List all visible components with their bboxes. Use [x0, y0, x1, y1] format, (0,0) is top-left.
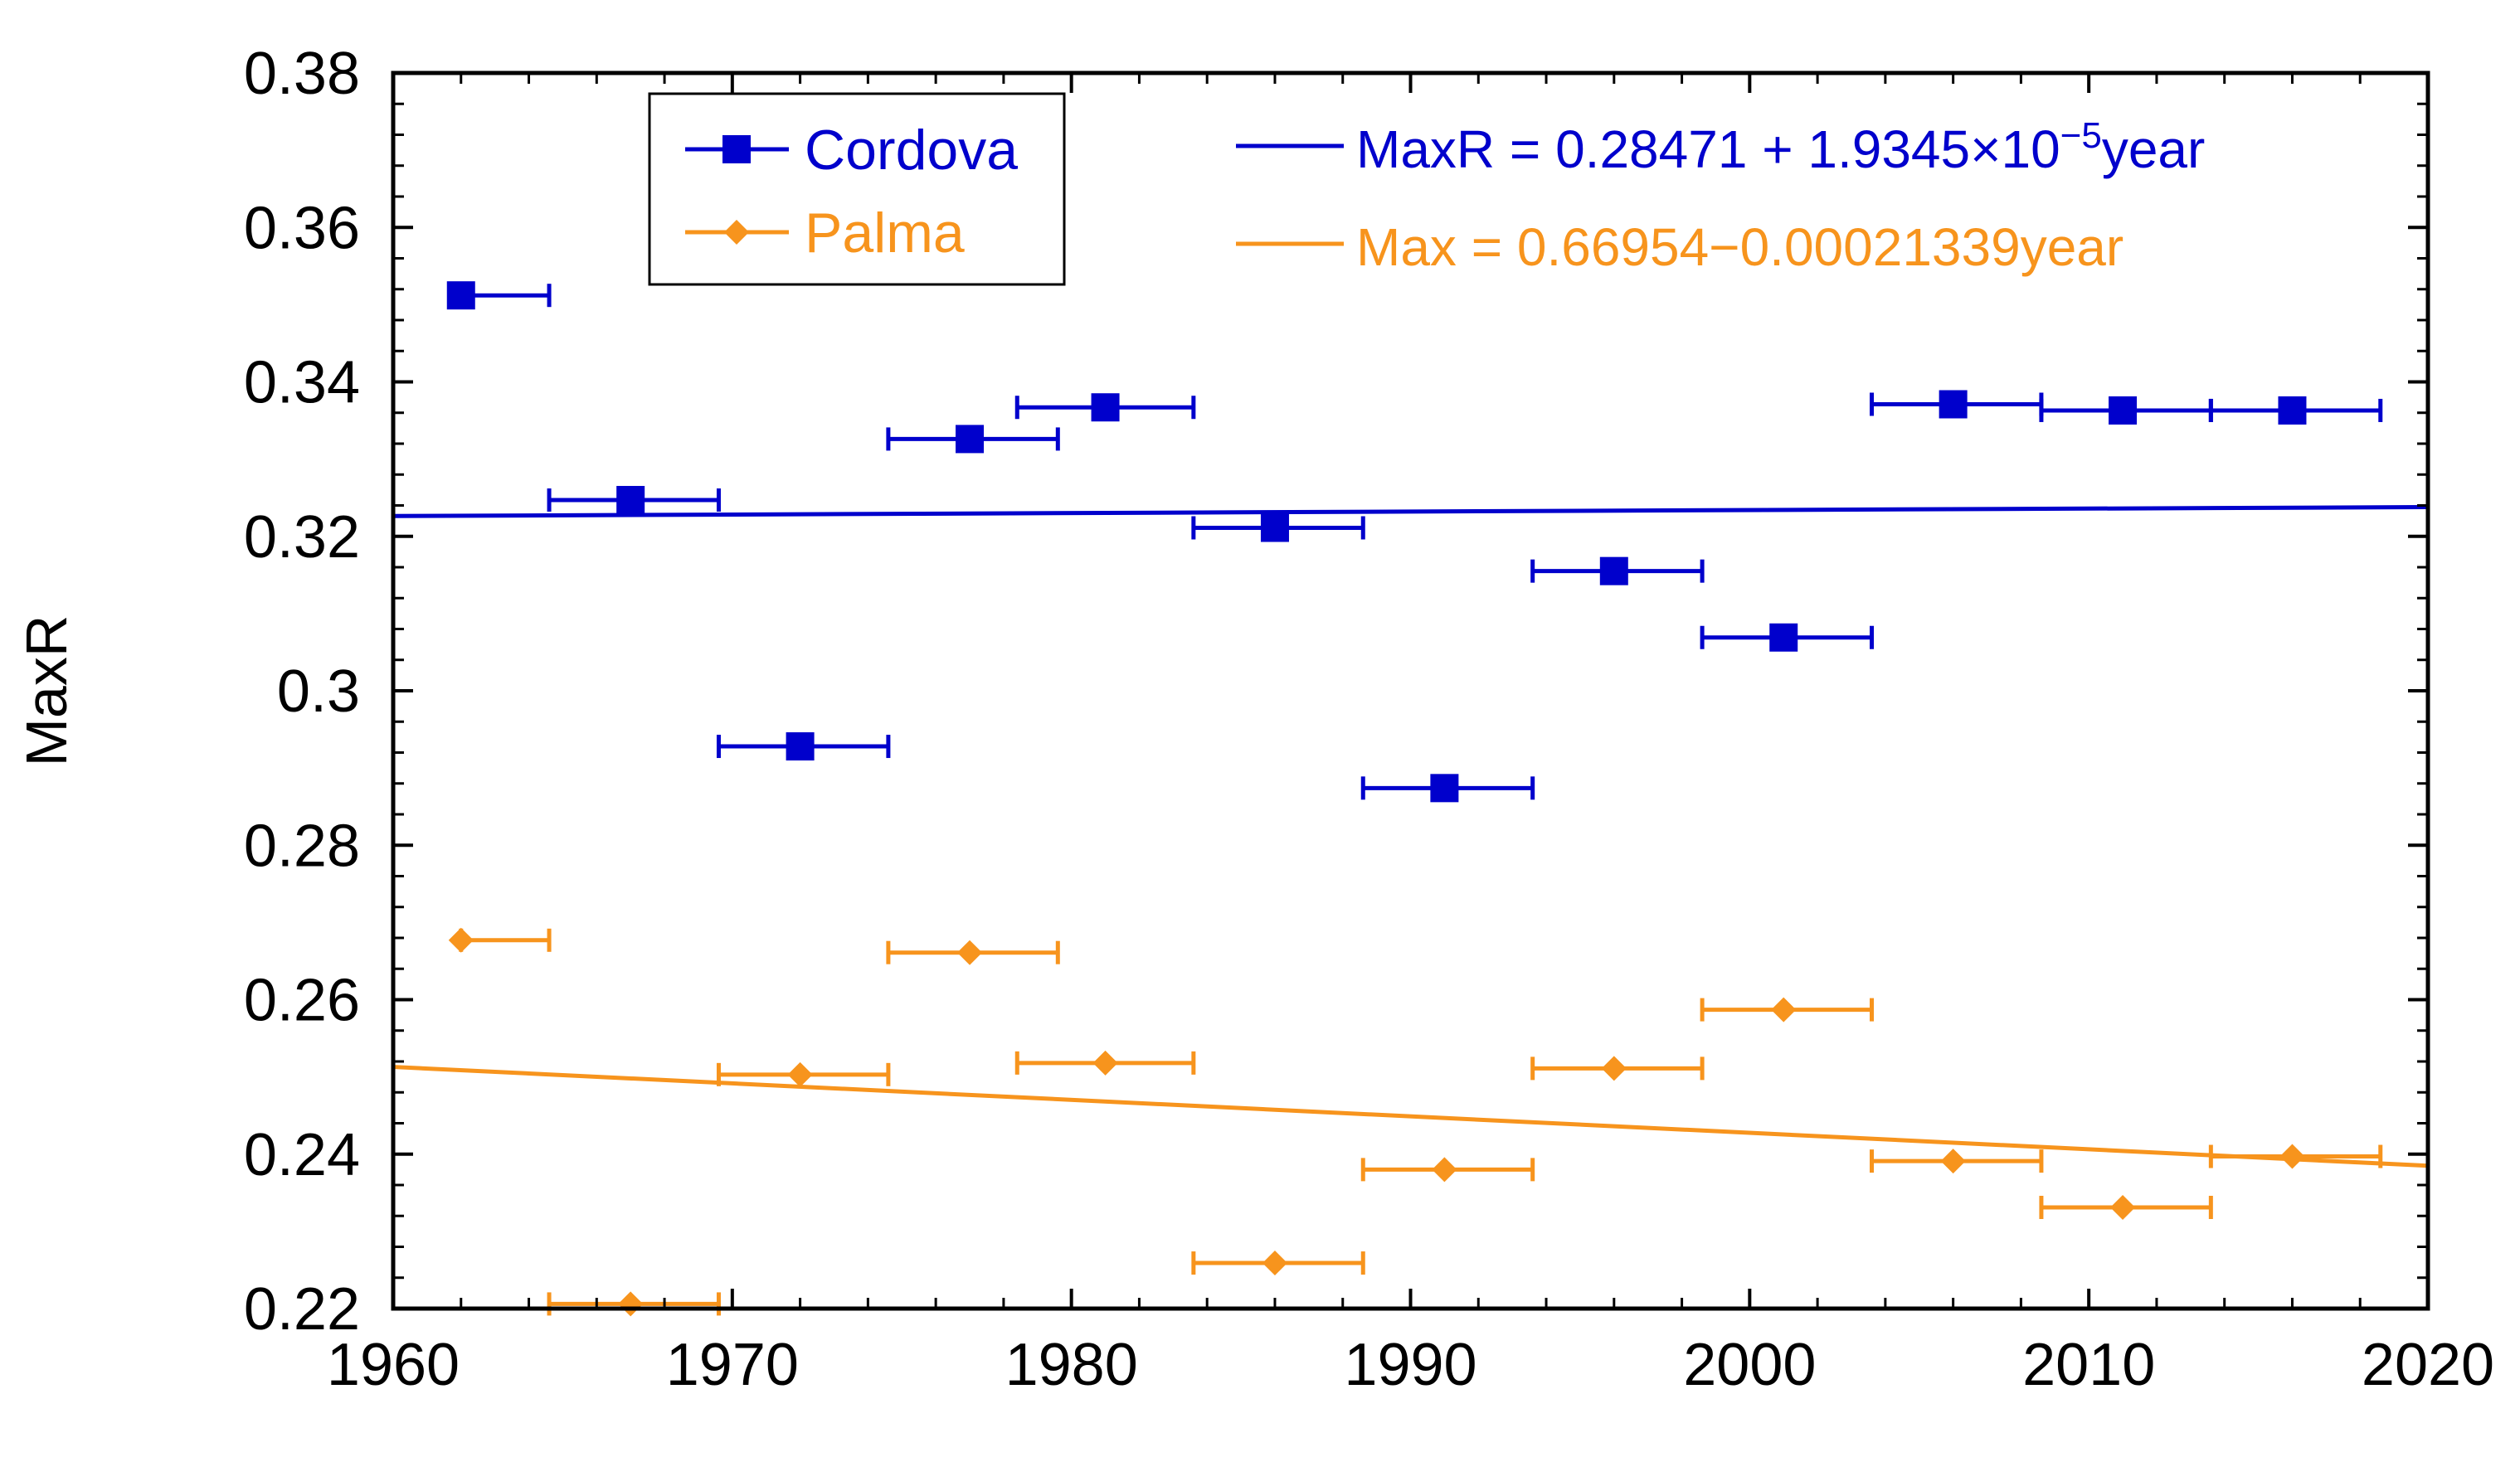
fit-lines — [392, 504, 2429, 1168]
data-point-palma — [618, 1291, 644, 1317]
data-point-cordova — [1939, 390, 1968, 419]
y-tick-label: 0.38 — [244, 41, 360, 107]
error-bars — [459, 284, 2383, 1316]
data-markers — [446, 281, 2307, 1317]
data-point-palma — [957, 940, 983, 965]
y-tick-label: 0.3 — [277, 658, 360, 725]
legend: Cordova Palma — [648, 92, 1066, 286]
data-point-palma — [1601, 1056, 1627, 1081]
x-tick-label: 1990 — [1344, 1332, 1476, 1398]
fit-equation-palma: Max = 0.66954−0.00021339year — [1356, 217, 2124, 277]
data-point-palma — [2279, 1144, 2305, 1169]
x-tick-label: 1960 — [327, 1332, 460, 1398]
x-tick-label: 1980 — [1005, 1332, 1138, 1398]
data-point-palma — [2110, 1195, 2136, 1221]
data-point-cordova — [1091, 393, 1120, 422]
legend-marker-palma — [724, 220, 749, 245]
fit-equation-suffix: year — [2102, 119, 2206, 179]
y-tick-label: 0.28 — [244, 813, 360, 879]
x-tick-label: 1970 — [666, 1332, 799, 1398]
x-tick-label: 2010 — [2022, 1332, 2155, 1398]
data-point-palma — [1092, 1050, 1118, 1076]
data-point-palma — [448, 927, 474, 953]
data-point-palma — [787, 1061, 813, 1087]
y-tick-label: 0.22 — [244, 1276, 360, 1343]
y-tick-label: 0.26 — [244, 968, 360, 1034]
tick-labels: 1960 1970 1980 1990 2000 2010 2020 0.22 0.24 0.26… — [244, 41, 2494, 1398]
data-point-palma — [1432, 1157, 1457, 1183]
legend-box — [648, 92, 1066, 286]
data-point-palma — [1262, 1251, 1287, 1276]
data-point-cordova — [1430, 774, 1459, 803]
data-point-cordova — [2278, 396, 2307, 425]
data-point-cordova — [1769, 623, 1798, 652]
fit-equations: MaxR = 0.28471 + 1.9345×10−5year Max = 0.… — [1236, 115, 2205, 277]
data-point-cordova — [786, 732, 815, 761]
fit-equation-main: MaxR = 0.28471 + 1.9345×10 — [1356, 119, 2060, 179]
x-tick-label: 2020 — [2362, 1332, 2494, 1398]
fit-equation-cordova: MaxR = 0.28471 + 1.9345×10−5year — [1356, 115, 2205, 180]
legend-label-palma: Palma — [805, 202, 965, 265]
fit-equation-main: Max = 0.66954−0.00021339year — [1356, 217, 2124, 277]
data-point-cordova — [956, 425, 985, 454]
y-tick-label: 0.32 — [244, 504, 360, 571]
data-point-cordova — [1260, 513, 1289, 542]
fit-equation-exponent: −5 — [2060, 115, 2102, 156]
fit-line-palma — [392, 1065, 2429, 1168]
data-point-palma — [1940, 1149, 1966, 1174]
error-bar-palma — [459, 928, 552, 952]
axis-ticks — [392, 71, 2430, 1310]
data-point-cordova — [1599, 556, 1628, 585]
fit-line-cordova — [392, 504, 2429, 518]
data-point-cordova — [2109, 396, 2138, 425]
data-point-palma — [1771, 997, 1797, 1022]
legend-marker-cordova — [722, 135, 751, 163]
legend-label-cordova: Cordova — [805, 119, 1018, 182]
x-tick-label: 2000 — [1683, 1332, 1816, 1398]
y-tick-label: 0.36 — [244, 195, 360, 261]
data-point-cordova — [446, 281, 475, 310]
y-tick-label: 0.34 — [244, 350, 360, 416]
y-tick-label: 0.24 — [244, 1122, 360, 1188]
y-axis-label: MaxR — [14, 615, 79, 767]
data-point-cordova — [616, 485, 645, 514]
